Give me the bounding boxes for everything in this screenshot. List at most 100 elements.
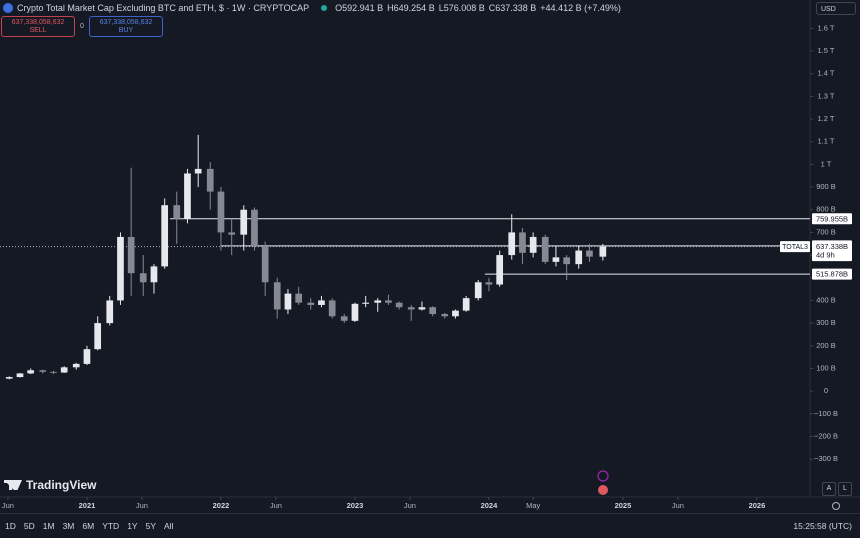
y-tick-label: 1.3 T bbox=[818, 91, 835, 100]
candle-body bbox=[452, 310, 459, 317]
candle-body bbox=[39, 370, 47, 372]
range-button[interactable]: 5Y bbox=[145, 521, 156, 531]
auto-scale-button[interactable]: A bbox=[822, 482, 836, 496]
candle-body bbox=[474, 282, 482, 299]
range-button[interactable]: 1Y bbox=[127, 521, 138, 531]
candle-body bbox=[106, 300, 114, 324]
y-tick-label: −100 B bbox=[814, 409, 838, 418]
sell-label: SELL bbox=[29, 26, 47, 34]
candle-body bbox=[485, 282, 493, 285]
buy-button[interactable]: 637,338,058,632 BUY bbox=[89, 16, 163, 37]
y-tick-label: 1.4 T bbox=[818, 69, 835, 78]
candle-body bbox=[273, 282, 281, 310]
candle-body bbox=[206, 168, 214, 192]
symbol-logo bbox=[3, 3, 13, 13]
x-tick-label: 2024 bbox=[481, 501, 499, 510]
candle-body bbox=[150, 266, 158, 283]
y-tick-label: 1 T bbox=[821, 159, 832, 168]
brand-logo[interactable]: TradingView bbox=[4, 478, 96, 492]
candle-body bbox=[395, 302, 403, 308]
candle-body bbox=[5, 377, 13, 379]
candle-body bbox=[441, 314, 449, 317]
y-tick-label: 1.6 T bbox=[818, 23, 835, 32]
chart: −300 B −200 B −100 B 0 100 B 200 B 300 B 400 B 5… bbox=[0, 0, 860, 510]
x-tick-label: 2021 bbox=[79, 501, 96, 510]
range-button[interactable]: 1M bbox=[42, 521, 55, 531]
x-tick-label: Jun bbox=[2, 501, 14, 510]
brand-mark bbox=[4, 480, 22, 490]
x-tick-label: Jun bbox=[404, 501, 416, 510]
ohlc-item: C637.338 B bbox=[488, 3, 537, 13]
buy-price: 637,338,058,632 bbox=[99, 18, 153, 26]
trade-panel: 637,338,058,632 SELL 0 637,338,058,632 B… bbox=[1, 16, 163, 37]
candle-body bbox=[586, 250, 593, 257]
ohlc-values: O592.941 B H649.254 B L576.008 B C637.338 B… bbox=[335, 3, 625, 13]
ohlc-item: H649.254 B bbox=[387, 3, 435, 13]
range-button[interactable]: YTD bbox=[102, 521, 120, 531]
range-button[interactable]: 3M bbox=[62, 521, 75, 531]
candle-body bbox=[228, 232, 236, 235]
x-tick-label: 2022 bbox=[213, 501, 230, 510]
candle-body bbox=[16, 373, 24, 378]
candle-body bbox=[529, 236, 537, 253]
candle-body bbox=[161, 205, 169, 267]
range-button[interactable]: 6M bbox=[82, 521, 95, 531]
y-tick-label: 200 B bbox=[816, 341, 836, 350]
y-tick-label: −300 B bbox=[814, 454, 838, 463]
y-tick-label: 400 B bbox=[816, 295, 836, 304]
currency-select[interactable]: USD bbox=[816, 2, 856, 15]
x-tick-label: May bbox=[526, 501, 540, 510]
sell-button[interactable]: 637,338,058,632 SELL bbox=[1, 16, 75, 37]
candle-body bbox=[251, 209, 258, 247]
symbol-label: TOTAL3 bbox=[782, 244, 808, 251]
x-tick-label: Jun bbox=[136, 501, 148, 510]
candle-body bbox=[184, 173, 191, 219]
legend-header: Crypto Total Market Cap Excluding BTC an… bbox=[0, 0, 625, 16]
level-label: 759.955B bbox=[816, 214, 848, 223]
buy-label: BUY bbox=[118, 26, 134, 34]
candle-body bbox=[496, 255, 504, 285]
level-label-box bbox=[812, 268, 852, 280]
range-button[interactable]: 1D bbox=[5, 521, 16, 531]
candle-body bbox=[362, 302, 370, 304]
y-tick-label: 300 B bbox=[816, 318, 836, 327]
candle-body bbox=[575, 250, 583, 265]
log-scale-button[interactable]: L bbox=[838, 482, 852, 496]
bottom-toolbar: 15:25:58 (UTC) 1D 5D 1M 3M 6M YTD 1Y 5Y All bbox=[0, 513, 860, 538]
y-tick-label: 100 B bbox=[816, 363, 836, 372]
candle-body bbox=[541, 236, 549, 262]
candle-body bbox=[117, 236, 124, 301]
y-tick-label: 800 B bbox=[816, 205, 836, 214]
x-tick-label: 2025 bbox=[615, 501, 632, 510]
symbol-label-box bbox=[780, 241, 810, 253]
candle-body bbox=[340, 316, 348, 321]
brand-text: TradingView bbox=[26, 478, 97, 492]
y-tick-label: 700 B bbox=[816, 227, 836, 236]
symbol-title[interactable]: Crypto Total Market Cap Excluding BTC an… bbox=[17, 3, 310, 13]
x-tick-label: 2023 bbox=[347, 501, 364, 510]
event-icon bbox=[597, 470, 609, 482]
candle-body bbox=[83, 349, 91, 364]
candle-body bbox=[462, 298, 470, 311]
spread: 0 bbox=[80, 23, 84, 30]
candle-body bbox=[295, 293, 303, 303]
x-tick-label: Jun bbox=[672, 501, 684, 510]
candle-body bbox=[94, 323, 102, 350]
candle-body bbox=[127, 236, 135, 274]
candle-body bbox=[139, 273, 147, 283]
candle-body bbox=[318, 300, 325, 305]
y-tick-label: 1.2 T bbox=[818, 114, 835, 123]
candle-body bbox=[407, 307, 415, 310]
clock: 15:25:58 (UTC) bbox=[793, 521, 852, 531]
candle-body bbox=[240, 209, 248, 235]
x-tick-label: 2026 bbox=[749, 501, 766, 510]
candle-body bbox=[284, 293, 292, 310]
candle-body bbox=[27, 370, 35, 374]
y-tick-label: −200 B bbox=[814, 431, 838, 440]
candle-body bbox=[261, 246, 269, 283]
range-button[interactable]: 5D bbox=[23, 521, 35, 531]
y-tick-label: 1.5 T bbox=[818, 46, 835, 55]
range-button[interactable]: All bbox=[164, 521, 174, 531]
candle-body bbox=[307, 302, 315, 305]
